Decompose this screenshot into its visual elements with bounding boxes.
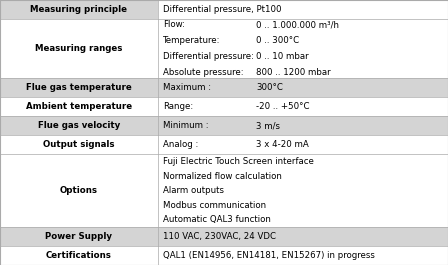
- Text: 0 .. 1.000.000 m³/h: 0 .. 1.000.000 m³/h: [256, 20, 339, 29]
- Bar: [158, 0, 448, 19]
- Text: Power Supply: Power Supply: [45, 232, 112, 241]
- Text: 3 m/s: 3 m/s: [256, 121, 280, 130]
- Text: Analog :: Analog :: [163, 140, 198, 149]
- Bar: [158, 154, 448, 227]
- Text: Measuring ranges: Measuring ranges: [35, 44, 123, 53]
- Text: Maximum :: Maximum :: [163, 83, 211, 92]
- Bar: [0, 78, 158, 97]
- Bar: [0, 116, 158, 135]
- Text: Measuring principle: Measuring principle: [30, 5, 127, 14]
- Text: Range:: Range:: [163, 102, 194, 111]
- Bar: [0, 19, 158, 78]
- Text: Fuji Electric Touch Screen interface: Fuji Electric Touch Screen interface: [163, 157, 314, 166]
- Bar: [158, 97, 448, 116]
- Text: 0 .. 10 mbar: 0 .. 10 mbar: [256, 52, 309, 61]
- Text: Differential pressure, Pt100: Differential pressure, Pt100: [163, 5, 282, 14]
- Text: Normalized flow calculation: Normalized flow calculation: [163, 172, 282, 181]
- Text: Modbus communication: Modbus communication: [163, 201, 266, 210]
- Bar: [0, 227, 158, 246]
- Text: Automatic QAL3 function: Automatic QAL3 function: [163, 215, 271, 224]
- Bar: [158, 19, 448, 78]
- Text: Temperature:: Temperature:: [163, 36, 220, 45]
- Bar: [0, 97, 158, 116]
- Text: Flow:: Flow:: [163, 20, 185, 29]
- Bar: [158, 116, 448, 135]
- Bar: [0, 135, 158, 154]
- Text: -20 .. +50°C: -20 .. +50°C: [256, 102, 310, 111]
- Text: Output signals: Output signals: [43, 140, 115, 149]
- Bar: [0, 0, 158, 19]
- Text: Alarm outputs: Alarm outputs: [163, 186, 224, 195]
- Text: Certifications: Certifications: [46, 251, 112, 260]
- Text: 110 VAC, 230VAC, 24 VDC: 110 VAC, 230VAC, 24 VDC: [163, 232, 276, 241]
- Text: 300°C: 300°C: [256, 83, 283, 92]
- Text: Differential pressure:: Differential pressure:: [163, 52, 254, 61]
- Text: 800 .. 1200 mbar: 800 .. 1200 mbar: [256, 68, 331, 77]
- Bar: [158, 227, 448, 246]
- Text: Ambient temperature: Ambient temperature: [26, 102, 132, 111]
- Bar: [158, 135, 448, 154]
- Bar: [0, 154, 158, 227]
- Text: QAL1 (EN14956, EN14181, EN15267) in progress: QAL1 (EN14956, EN14181, EN15267) in prog…: [163, 251, 375, 260]
- Text: Flue gas velocity: Flue gas velocity: [38, 121, 120, 130]
- Bar: [0, 246, 158, 265]
- Bar: [158, 246, 448, 265]
- Text: Minimum :: Minimum :: [163, 121, 209, 130]
- Text: Flue gas temperature: Flue gas temperature: [26, 83, 132, 92]
- Bar: [158, 78, 448, 97]
- Text: Options: Options: [60, 186, 98, 195]
- Text: 0 .. 300°C: 0 .. 300°C: [256, 36, 299, 45]
- Text: 3 x 4-20 mA: 3 x 4-20 mA: [256, 140, 309, 149]
- Text: Absolute pressure:: Absolute pressure:: [163, 68, 244, 77]
